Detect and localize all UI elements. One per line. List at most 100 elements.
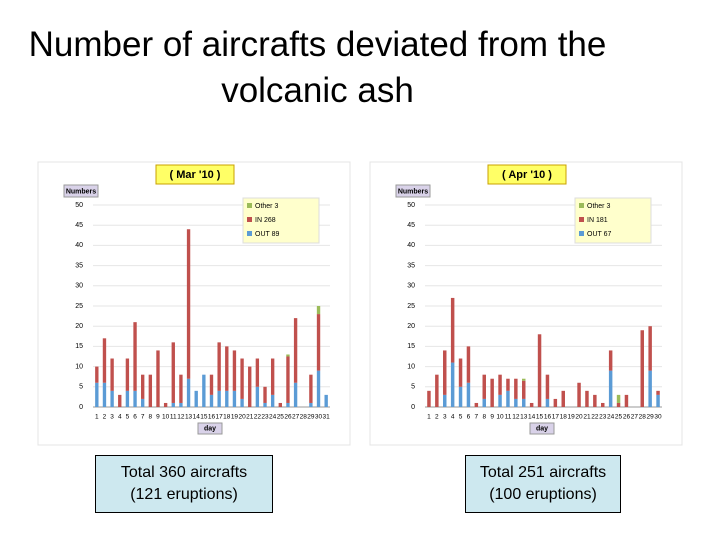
- bar-segment: [316, 314, 321, 371]
- legend-swatch: [579, 203, 584, 208]
- bar-segment: [482, 398, 486, 407]
- bar-segment: [110, 358, 114, 391]
- bar-segment: [648, 370, 652, 407]
- x-tick-label: 10: [162, 414, 170, 421]
- bar-segment: [656, 394, 660, 407]
- bar-segment: [601, 402, 605, 407]
- ylabel-box: [395, 184, 431, 198]
- y-tick-label: 5: [411, 384, 415, 391]
- bar-segment: [608, 370, 613, 407]
- x-tick-label: 6: [133, 414, 137, 421]
- bar-segment: [95, 382, 99, 407]
- y-tick-label: 15: [75, 343, 83, 350]
- summary-total: Total 251 aircrafts: [479, 464, 607, 481]
- bar-segment: [458, 386, 463, 407]
- x-tick-label: 12: [177, 414, 185, 421]
- bar-segment: [593, 394, 597, 407]
- y-tick-label: 45: [407, 222, 415, 229]
- bar-segment: [248, 366, 252, 407]
- bar-segment: [474, 402, 479, 407]
- y-tick-label: 40: [407, 242, 415, 249]
- x-tick-label: 26: [623, 414, 631, 421]
- bar-segment: [506, 390, 510, 407]
- bar-segment: [514, 398, 518, 407]
- x-tick-label: 10: [496, 414, 504, 421]
- x-tick-label: 22: [591, 414, 599, 421]
- y-tick-label: 20: [407, 323, 415, 330]
- bar-segment: [110, 390, 114, 407]
- bar-segment: [163, 402, 168, 407]
- x-tick-label: 11: [505, 414, 512, 421]
- bar-segment: [648, 326, 652, 371]
- x-tick-label: 9: [490, 414, 494, 421]
- slide-title: Number of aircrafts deviated from the vo…: [28, 25, 607, 110]
- bar-segment: [553, 398, 558, 407]
- legend-box: [574, 197, 652, 244]
- bar-segment: [125, 358, 130, 391]
- x-tick-label: 25: [615, 414, 623, 421]
- bar-segment: [286, 354, 290, 357]
- bar-segment: [458, 358, 463, 387]
- y-tick-label: 25: [407, 303, 415, 310]
- legend-label: OUT 89: [255, 231, 279, 238]
- bar-segment: [240, 358, 244, 399]
- summary-box: Total 251 aircrafts (100 eruptions): [465, 455, 621, 513]
- bar-segment: [316, 306, 321, 315]
- bar-segment: [427, 390, 431, 407]
- bar-segment: [278, 402, 282, 407]
- x-tick-label: 30: [654, 414, 662, 421]
- legend-label: IN 268: [255, 217, 276, 224]
- x-tick-label: 24: [607, 414, 615, 421]
- bar-segment: [450, 362, 455, 407]
- x-tick-label: 4: [451, 414, 455, 421]
- x-tick-label: 27: [292, 414, 300, 421]
- x-tick-label: 24: [269, 414, 277, 421]
- y-tick-label: 40: [75, 242, 83, 249]
- y-tick-label: 10: [75, 363, 83, 370]
- bar-segment: [225, 346, 229, 391]
- bar-segment: [286, 356, 290, 403]
- legend-swatch: [579, 217, 584, 222]
- x-tick-label: 27: [631, 414, 639, 421]
- x-tick-label: 29: [647, 414, 655, 421]
- x-tick-label: 26: [284, 414, 292, 421]
- bar-segment: [522, 380, 526, 399]
- y-tick-label: 30: [75, 283, 83, 290]
- y-tick-label: 50: [75, 202, 83, 209]
- bar-segment: [585, 390, 589, 407]
- bar-segment: [263, 386, 267, 403]
- y-tick-label: 10: [407, 363, 415, 370]
- bar-segment: [171, 402, 175, 407]
- x-axis-label: day: [536, 425, 548, 432]
- bar-segment: [443, 350, 447, 395]
- bar-segment: [217, 342, 221, 391]
- y-tick-label: 30: [407, 283, 415, 290]
- ylabel-box: [63, 184, 99, 198]
- x-tick-label: 20: [575, 414, 583, 421]
- bar-segment: [141, 374, 145, 399]
- y-tick-label: 20: [75, 323, 83, 330]
- x-tick-label: 31: [323, 414, 331, 421]
- legend-label: IN 181: [587, 217, 608, 224]
- legend-swatch: [247, 231, 252, 236]
- bar-segment: [225, 390, 229, 407]
- summary-total: Total 360 aircrafts: [120, 464, 248, 481]
- x-tick-label: 14: [528, 414, 536, 421]
- bar-segment: [316, 370, 321, 407]
- x-tick-label: 9: [156, 414, 160, 421]
- x-tick-label: 1: [95, 414, 99, 421]
- x-tick-label: 16: [544, 414, 552, 421]
- bar-segment: [171, 342, 175, 403]
- summary-eruptions: (100 eruptions): [489, 486, 597, 503]
- x-tick-label: 4: [118, 414, 122, 421]
- x-tick-label: 6: [467, 414, 471, 421]
- y-tick-label: 45: [75, 222, 83, 229]
- bar-segment: [616, 402, 621, 407]
- bar-segment: [202, 374, 206, 407]
- legend-label: Other 3: [255, 203, 278, 210]
- x-tick-label: 25: [277, 414, 285, 421]
- x-tick-label: 11: [170, 414, 177, 421]
- x-tick-label: 3: [110, 414, 114, 421]
